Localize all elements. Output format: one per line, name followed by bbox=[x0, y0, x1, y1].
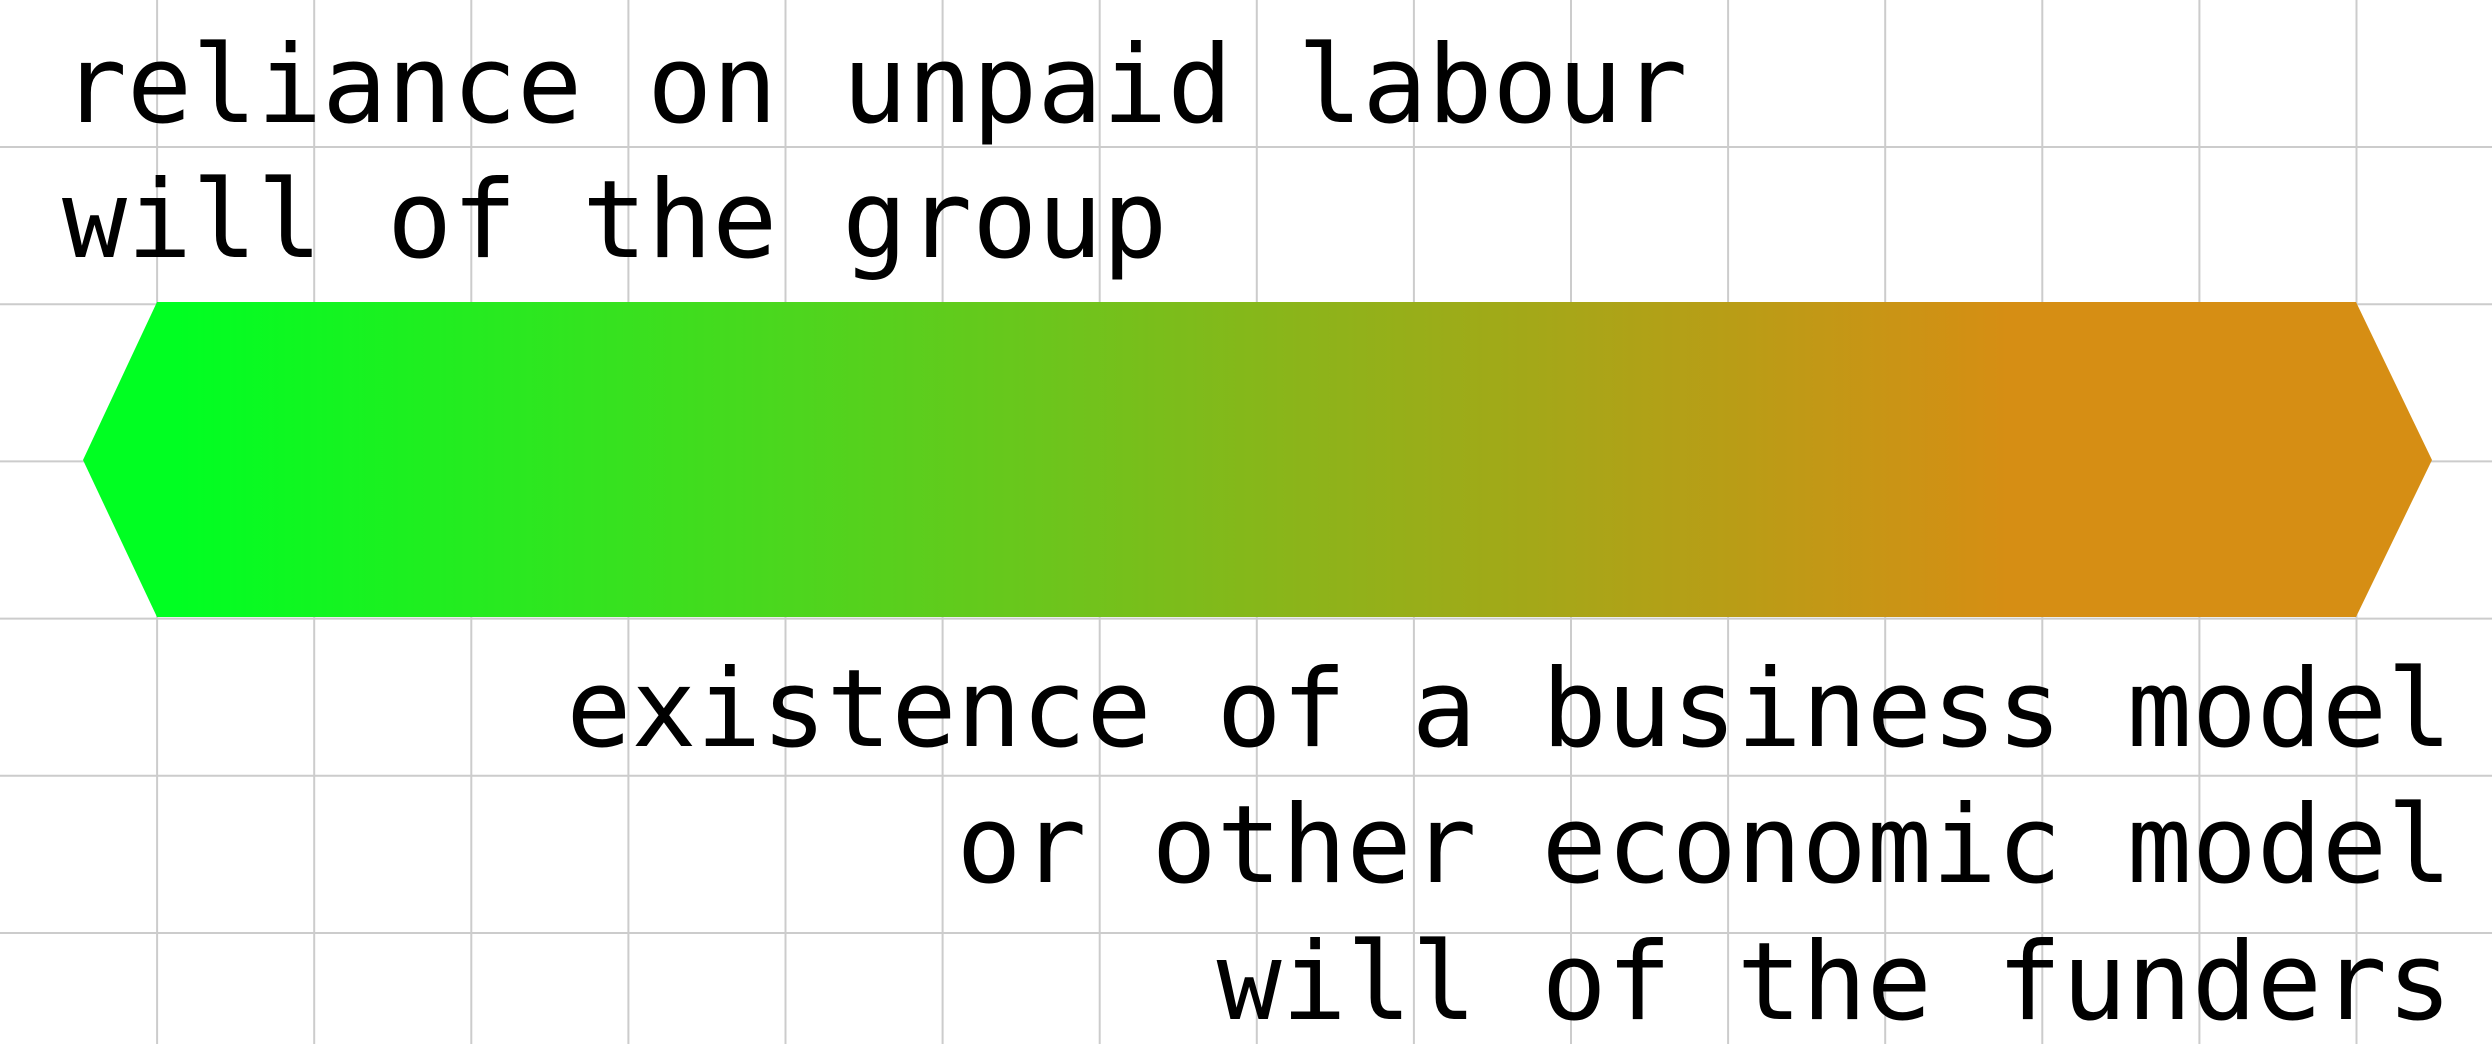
top-label-group: reliance on unpaid labour will of the gr… bbox=[62, 23, 1688, 283]
bottom-label-group: existence of a business model or other e… bbox=[566, 647, 2452, 1044]
spectrum-arrow bbox=[83, 302, 2432, 617]
top-label-line-2: will of the group bbox=[62, 158, 1167, 283]
bottom-label-line-1: existence of a business model bbox=[566, 647, 2452, 772]
bottom-label-line-2: or other economic model bbox=[957, 783, 2453, 908]
bottom-label-line-3: will of the funders bbox=[1217, 920, 2452, 1044]
top-label-line-1: reliance on unpaid labour bbox=[62, 23, 1688, 148]
